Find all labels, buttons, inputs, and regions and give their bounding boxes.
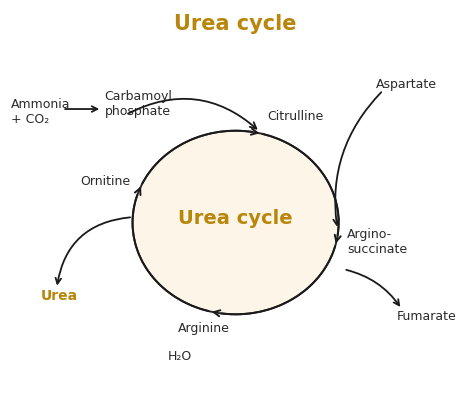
Text: Urea cycle: Urea cycle [178, 209, 293, 228]
Text: Carbamoyl
phosphate: Carbamoyl phosphate [104, 89, 173, 118]
Text: Urea cycle: Urea cycle [174, 14, 297, 34]
Text: Ornitine: Ornitine [81, 175, 130, 188]
Text: H₂O: H₂O [167, 350, 191, 363]
Text: Aspartate: Aspartate [376, 79, 437, 91]
Text: Citrulline: Citrulline [267, 110, 323, 123]
Circle shape [133, 131, 338, 314]
Text: Urea: Urea [41, 289, 78, 302]
Text: Arginine: Arginine [178, 322, 230, 335]
Text: Fumarate: Fumarate [397, 310, 457, 323]
Text: Ammonia
+ CO₂: Ammonia + CO₂ [11, 98, 70, 126]
Text: Argino-
succinate: Argino- succinate [347, 228, 407, 256]
